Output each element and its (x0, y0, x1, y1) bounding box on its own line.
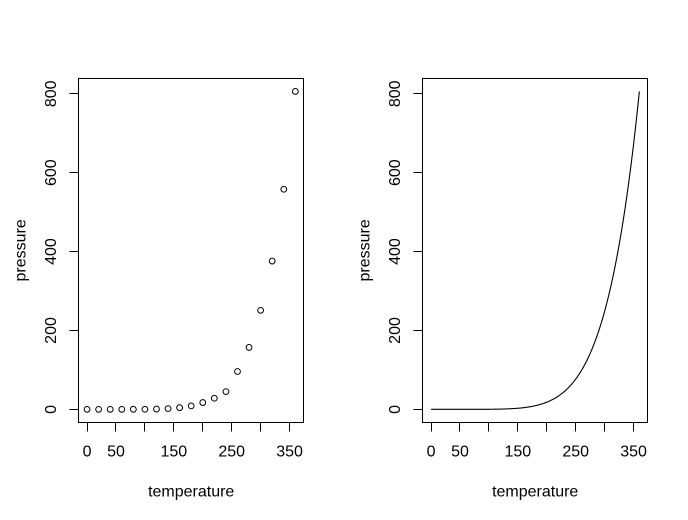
svg-text:pressure: pressure (13, 219, 30, 281)
svg-text:600: 600 (387, 159, 404, 186)
svg-text:400: 400 (43, 238, 60, 265)
svg-text:800: 800 (43, 80, 60, 107)
svg-text:600: 600 (43, 159, 60, 186)
svg-text:50: 50 (107, 443, 125, 460)
svg-text:pressure: pressure (357, 219, 374, 281)
svg-text:0: 0 (427, 443, 436, 460)
svg-text:temperature: temperature (492, 484, 578, 501)
svg-text:150: 150 (160, 443, 187, 460)
svg-text:0: 0 (387, 405, 404, 414)
svg-text:400: 400 (387, 238, 404, 265)
svg-text:temperature: temperature (148, 484, 234, 501)
svg-text:150: 150 (504, 443, 531, 460)
svg-text:0: 0 (43, 405, 60, 414)
svg-text:350: 350 (276, 443, 303, 460)
svg-text:350: 350 (620, 443, 647, 460)
svg-text:50: 50 (451, 443, 469, 460)
svg-text:250: 250 (218, 443, 245, 460)
svg-text:0: 0 (83, 443, 92, 460)
svg-text:200: 200 (43, 317, 60, 344)
svg-text:200: 200 (387, 317, 404, 344)
svg-text:250: 250 (562, 443, 589, 460)
svg-text:800: 800 (387, 80, 404, 107)
